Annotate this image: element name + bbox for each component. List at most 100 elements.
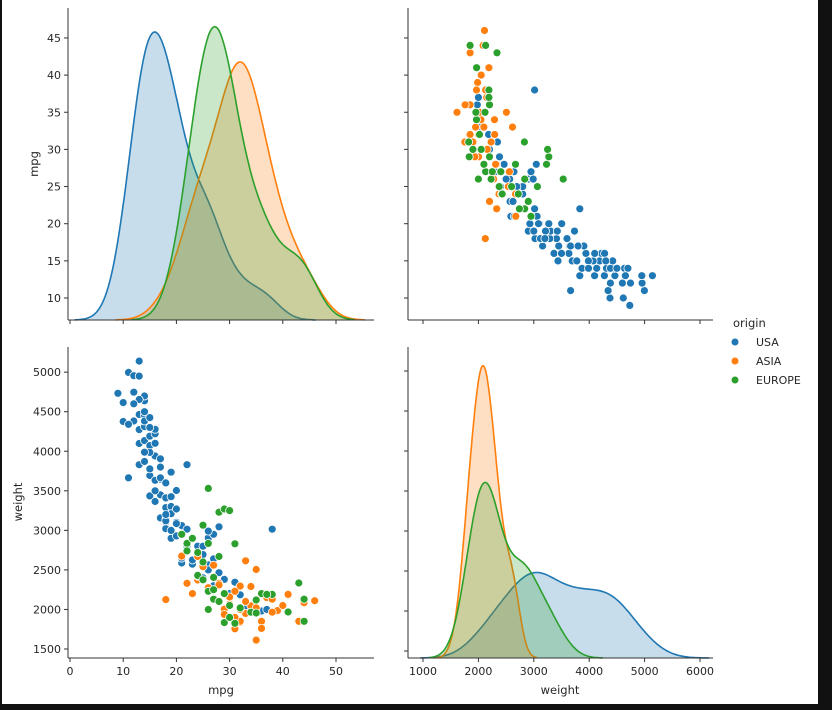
point-usa [118,398,128,408]
point-usa [557,219,567,229]
point-usa [562,234,572,244]
point-asia [473,78,483,87]
point-europe [294,578,304,588]
point-europe [544,152,554,162]
x-tick-label: 6000 [686,665,714,678]
point-europe [230,618,240,628]
point-usa [584,263,593,273]
point-usa [590,248,600,258]
point-europe [209,585,219,595]
x-tick-label: 30 [223,665,237,678]
point-europe [475,130,484,139]
point-europe [513,189,523,199]
point-usa [145,413,155,423]
y-axis-label-weight: weight [11,482,25,521]
kde-fill-asia [115,61,365,321]
point-asia [452,107,462,117]
point-asia [209,560,219,570]
point-europe [485,100,494,110]
point-europe [214,597,224,606]
point-europe [497,189,507,199]
point-europe [481,41,491,50]
point-europe [523,196,533,206]
point-usa [541,226,550,236]
x-tick-label: 10 [116,665,130,678]
point-europe [299,616,309,626]
legend-marker-icon [731,376,739,384]
y-tick-label: 2000 [33,603,61,616]
legend-label: EUROPE [756,374,801,387]
point-usa [203,526,213,536]
point-usa [625,300,635,310]
point-usa [564,248,574,258]
point-usa [166,492,176,502]
point-usa [553,256,563,266]
panel-mpg-kde: 10 15 20 25 30 35 40 45 [47,8,374,324]
point-europe [472,115,481,125]
legend-item-usa: USA [731,336,779,349]
point-usa [495,152,504,162]
point-europe [251,608,261,618]
x-tick-label: 3000 [520,665,548,678]
point-usa [572,256,582,266]
point-asia [479,122,489,132]
point-usa [171,504,181,514]
point-europe [515,204,524,214]
x-tick-label: 20 [169,665,183,678]
point-usa [540,234,550,244]
point-usa [534,219,543,229]
point-asia [484,63,494,73]
point-europe [558,174,568,184]
point-usa [171,486,181,495]
point-asia [490,130,500,139]
legend-label: ASIA [756,355,782,368]
point-usa [145,464,155,474]
point-usa [129,387,139,397]
legend-item-europe: EUROPE [731,374,801,387]
point-usa [603,286,613,296]
point-usa [554,241,564,251]
kde-fill-usa [74,32,316,320]
point-europe [484,93,494,102]
point-asia [278,601,288,610]
point-asia [508,122,517,132]
point-usa [566,241,575,251]
point-asia [241,597,251,606]
point-europe [520,174,530,184]
y-tick-label: 1500 [33,643,61,656]
x-tick-label: 2000 [464,665,492,678]
point-usa [584,256,593,266]
point-europe [262,590,272,599]
point-usa [575,271,585,281]
point-usa [626,278,635,288]
point-europe [533,182,542,192]
panel-weight-vs-mpg-scatter: 0 10 20 30 40 50 1500 2000 2500 3000 3500 4000 4500 5… [33,347,374,678]
point-asia [214,580,224,590]
point-asia [251,565,261,574]
point-asia [251,635,261,645]
point-europe [283,607,293,617]
point-usa [145,491,155,501]
point-europe [299,594,309,604]
panel-mpg-vs-weight-scatter [404,8,713,324]
point-usa [600,248,609,258]
point-europe [177,529,187,539]
point-usa [155,473,165,483]
point-europe [484,85,494,95]
point-usa [605,293,615,303]
point-usa [566,286,575,296]
point-asia [490,115,499,125]
x-tick-label: 50 [329,665,343,678]
kde-line-usa [420,571,710,659]
point-usa [501,174,511,184]
point-asia [504,167,514,177]
x-tick-label: 0 [67,665,74,678]
y-axis-label-mpg: mpg [27,151,41,177]
point-usa [124,419,133,429]
point-usa [140,447,149,457]
point-europe [480,107,490,117]
point-asia [472,85,481,95]
legend: origin USA ASIA EUROPE [731,316,801,387]
y-tick-label: 20 [47,218,61,231]
point-asia [460,100,470,110]
